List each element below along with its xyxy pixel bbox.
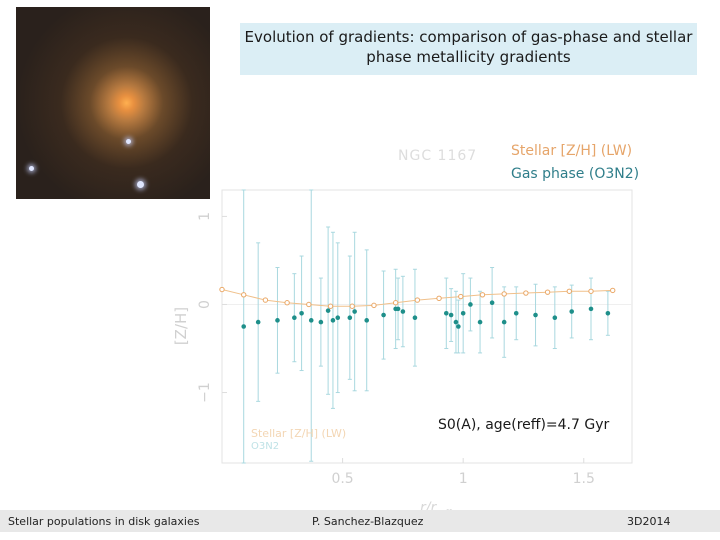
galaxy-image <box>16 7 210 199</box>
gas-point <box>489 300 495 306</box>
gas-point <box>395 306 401 312</box>
stellar-point <box>566 288 572 294</box>
gas-point <box>533 312 538 318</box>
gas-point <box>468 302 473 307</box>
gas-point <box>453 319 459 325</box>
gas-point <box>292 315 297 320</box>
stellar-point <box>610 287 616 294</box>
footer-bar: Stellar populations in disk galaxies P. … <box>0 510 720 532</box>
stellar-point <box>479 292 486 298</box>
y-tick-label: 0 <box>197 300 213 309</box>
footer-left: Stellar populations in disk galaxies <box>8 515 200 528</box>
gas-point <box>400 309 406 314</box>
gas-point <box>477 319 483 325</box>
foreground-star <box>126 139 131 144</box>
footer-center: P. Sanchez-Blazquez <box>312 515 424 528</box>
galaxy-name-label: NGC 1167 <box>398 148 478 164</box>
gas-point <box>605 310 611 316</box>
y-axis-label: [Z/H] <box>172 307 190 345</box>
legend-stellar: Stellar [Z/H] (LW) <box>511 143 633 159</box>
gas-point <box>513 310 519 316</box>
gas-point <box>275 318 280 323</box>
gas-point <box>588 306 594 312</box>
stellar-point <box>349 303 355 309</box>
gas-point <box>318 319 324 325</box>
stellar-points <box>219 286 616 309</box>
plot-frame <box>221 189 633 464</box>
x-tick-labels: 0.5 1 1.5 <box>331 458 595 487</box>
stellar-point <box>544 289 551 295</box>
foreground-star <box>137 181 144 188</box>
gas-point <box>381 312 386 318</box>
stellar-point <box>458 293 464 300</box>
stellar-point <box>588 288 594 294</box>
gas-point <box>325 308 331 313</box>
gas-point <box>330 318 336 323</box>
stellar-point <box>306 301 312 308</box>
stellar-point <box>414 297 421 303</box>
y-tick-label: 1 <box>197 212 213 221</box>
gas-point <box>552 315 558 320</box>
gas-point <box>456 324 461 329</box>
stellar-point <box>392 300 399 306</box>
gas-point <box>412 315 418 320</box>
stellar-point <box>523 290 529 296</box>
foreground-star <box>29 166 34 171</box>
stellar-point <box>501 291 507 297</box>
gas-point <box>255 319 261 325</box>
stellar-point <box>327 303 334 309</box>
gas-point <box>448 312 454 318</box>
stellar-point <box>219 286 225 293</box>
x-tick-label: 1.5 <box>573 471 595 487</box>
x-tick-label: 1 <box>459 471 468 487</box>
gas-point <box>347 315 353 320</box>
gas-point <box>460 310 466 316</box>
inset-legend-stellar: Stellar [Z/H] (LW) <box>251 427 346 440</box>
legend-gas-phase: Gas phase (O3N2) <box>511 166 640 182</box>
stellar-point <box>241 292 247 298</box>
gas-points <box>241 300 611 329</box>
inset-legend-gas: O3N2 <box>251 441 279 452</box>
gas-point <box>299 310 304 316</box>
y-tick-label: −1 <box>197 382 213 403</box>
stellar-point <box>436 295 442 302</box>
gas-point <box>335 315 341 320</box>
gas-point <box>364 318 370 323</box>
gas-point <box>308 318 314 323</box>
galaxy-annotation: S0(A), age(reff)=4.7 Gyr <box>438 417 610 433</box>
stellar-point <box>371 302 377 309</box>
gas-point <box>241 324 247 329</box>
gas-point <box>443 310 449 316</box>
stellar-point <box>262 297 269 303</box>
stellar-point <box>284 300 290 306</box>
slide-title: Evolution of gradients: comparison of ga… <box>240 23 697 75</box>
gas-point <box>501 319 507 325</box>
x-tick-label: 0.5 <box>331 471 353 487</box>
y-tick-labels: 1 0 −1 <box>197 212 227 403</box>
gas-point <box>569 309 575 314</box>
footer-right: 3D2014 <box>627 515 671 528</box>
gas-point <box>352 309 357 314</box>
